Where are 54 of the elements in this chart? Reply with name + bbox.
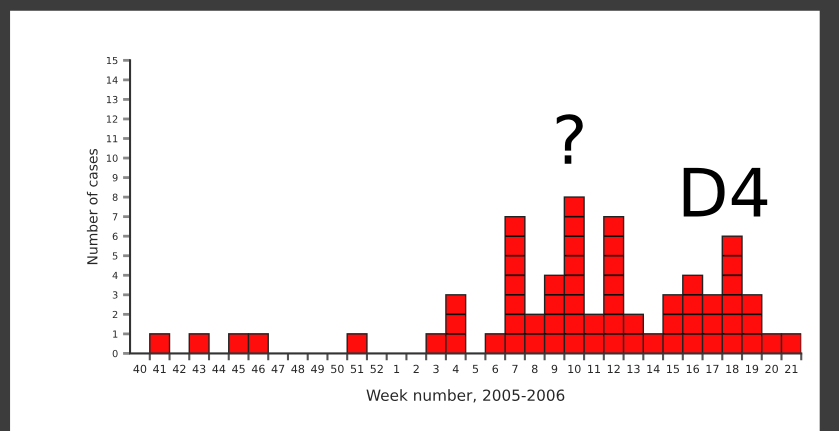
x-tick-label: 2 [414, 364, 419, 373]
x-tick-label: 51 [350, 364, 364, 374]
x-tick-label: 13 [628, 364, 640, 374]
x-tick-label: 4 [452, 364, 459, 373]
x-tick-label: 3 [433, 364, 439, 374]
y-tick-label: 1 [113, 330, 118, 338]
x-tick-label: 52 [370, 364, 383, 374]
x-tick-label: 10 [568, 364, 581, 374]
x-tick-label: 16 [686, 364, 700, 374]
y-tick-label: 3 [112, 291, 118, 299]
x-tick-label: 45 [232, 364, 245, 374]
annotation: D4 [684, 168, 768, 216]
x-tick-label: 20 [765, 364, 778, 374]
y-tick-label: 6 [112, 232, 118, 240]
y-tick-label: 11 [106, 135, 118, 142]
y-tick-label: 9 [112, 174, 118, 182]
y-tick-label: 4 [112, 272, 118, 279]
x-tick-label: 14 [647, 364, 660, 373]
x-tick-label: 7 [512, 364, 518, 373]
x-tick-label: 19 [746, 364, 758, 374]
x-tick-label: 15 [667, 364, 680, 374]
y-tick-label: 5 [112, 252, 118, 260]
x-tick-label: 8 [532, 364, 538, 374]
x-axis-title: Week number, 2005-2006 [366, 389, 564, 403]
x-tick-label: 46 [252, 364, 265, 374]
y-tick-label: 0 [112, 350, 118, 358]
x-tick-label: 1 [394, 364, 400, 373]
y-tick-label: 7 [112, 213, 118, 220]
x-tick-label: 9 [552, 364, 558, 374]
x-tick-label: 50 [331, 364, 344, 374]
y-axis-title: Number of cases [86, 148, 98, 264]
x-tick-label: 44 [212, 364, 226, 373]
x-tick-label: 43 [192, 364, 206, 374]
x-tick-label: 5 [472, 364, 478, 374]
y-tick-label: 8 [112, 194, 118, 201]
x-tick-label: 42 [172, 364, 186, 373]
annotation: ? [556, 114, 583, 164]
x-tick-label: 18 [726, 364, 738, 374]
x-tick-label: 11 [588, 364, 600, 373]
x-tick-label: 17 [706, 364, 719, 373]
x-tick-label: 41 [153, 364, 166, 373]
x-tick-label: 48 [291, 364, 304, 374]
x-tick-label: 21 [785, 364, 798, 373]
x-tick-label: 40 [133, 364, 146, 374]
y-tick-label: 12 [106, 115, 118, 123]
y-tick-label: 2 [112, 310, 118, 318]
y-tick-label: 15 [106, 56, 118, 64]
y-tick-label: 10 [106, 154, 118, 162]
x-tick-label: 49 [311, 364, 324, 374]
y-tick-label: 14 [106, 76, 118, 84]
x-tick-label: 6 [492, 364, 498, 374]
x-tick-label: 47 [272, 364, 284, 373]
y-tick-label: 13 [106, 96, 118, 104]
x-tick-label: 12 [608, 364, 620, 373]
